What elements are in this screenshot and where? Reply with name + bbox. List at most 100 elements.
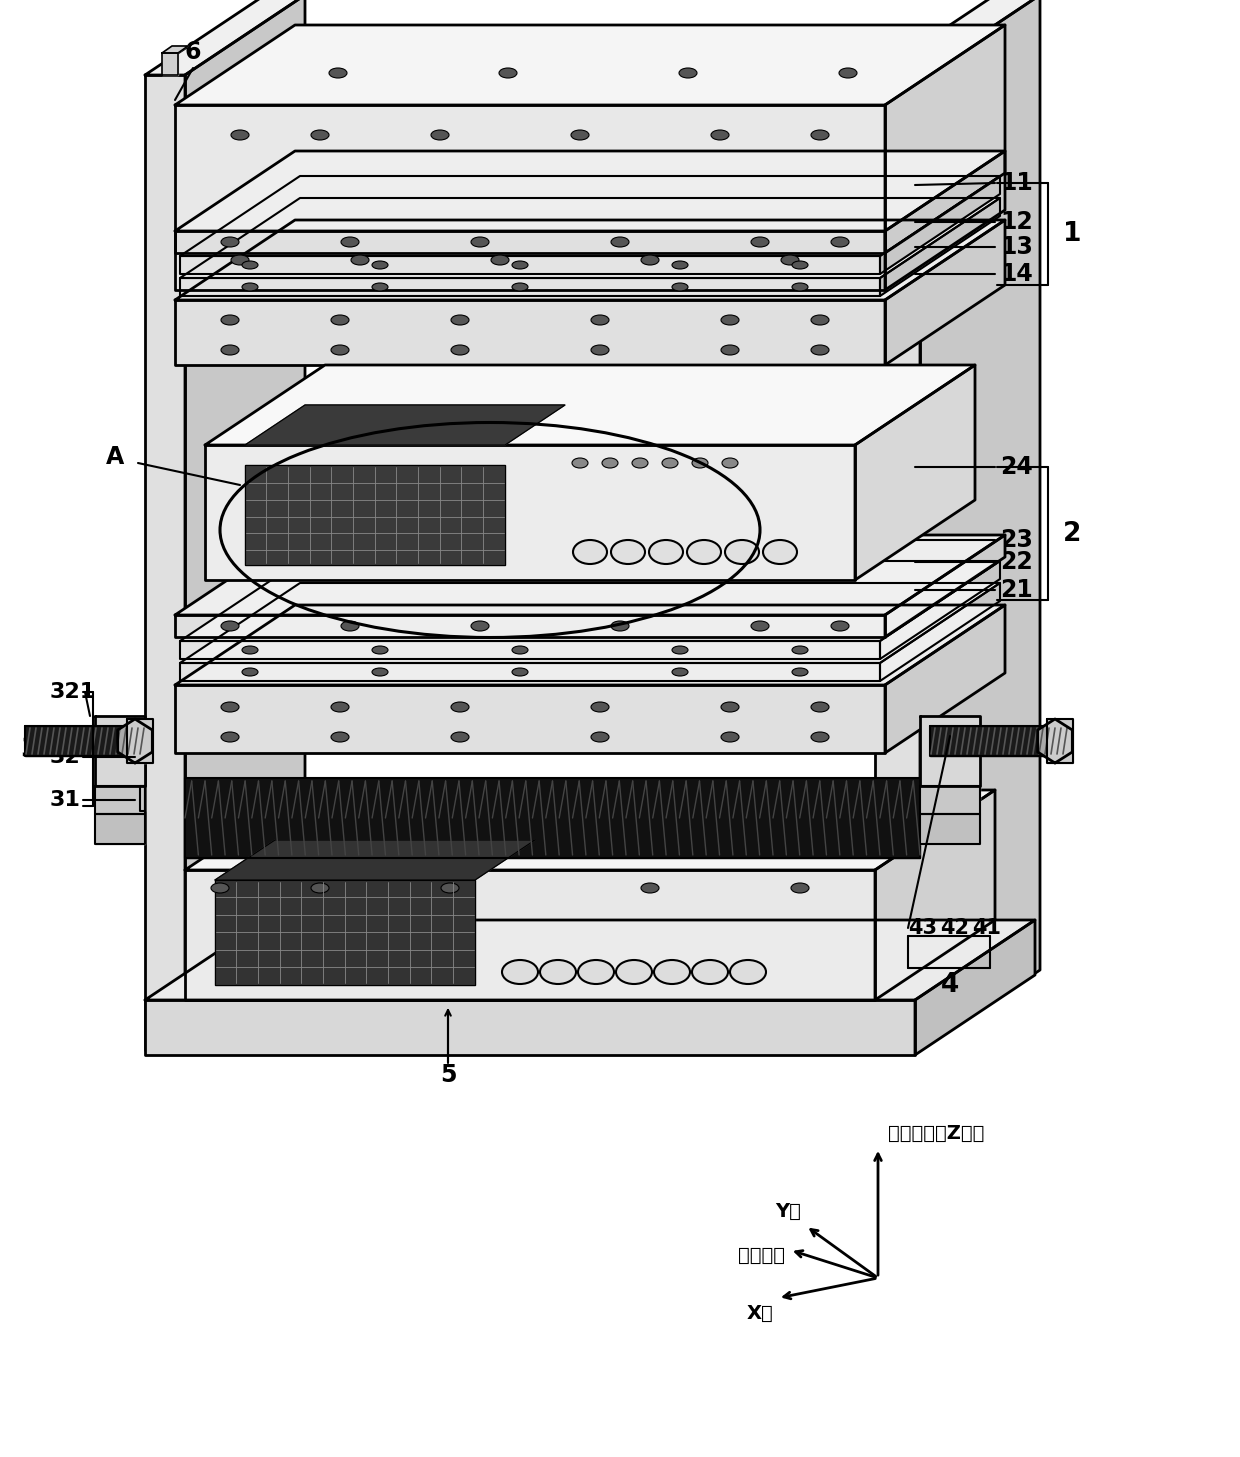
Ellipse shape (720, 702, 739, 712)
Text: 41: 41 (972, 918, 1001, 938)
Ellipse shape (611, 541, 645, 564)
Polygon shape (175, 685, 885, 753)
Text: 第二方向: 第二方向 (738, 1246, 785, 1265)
Ellipse shape (831, 237, 849, 248)
Polygon shape (145, 1000, 915, 1055)
Ellipse shape (471, 621, 489, 631)
Text: 第一方向（Z向）: 第一方向（Z向） (888, 1123, 985, 1142)
Ellipse shape (662, 457, 678, 468)
Ellipse shape (573, 541, 608, 564)
Polygon shape (145, 74, 185, 1050)
Text: 4: 4 (941, 972, 959, 998)
Ellipse shape (792, 667, 808, 676)
Ellipse shape (502, 960, 538, 983)
Ellipse shape (451, 315, 469, 325)
Ellipse shape (591, 731, 609, 742)
Ellipse shape (641, 255, 658, 265)
Text: 23: 23 (999, 527, 1033, 552)
Ellipse shape (792, 645, 808, 654)
Ellipse shape (231, 130, 249, 140)
Ellipse shape (221, 621, 239, 631)
Ellipse shape (331, 345, 348, 356)
Text: 22: 22 (999, 549, 1033, 574)
Text: 43: 43 (908, 918, 937, 938)
Polygon shape (180, 176, 999, 256)
Ellipse shape (649, 541, 683, 564)
Ellipse shape (221, 315, 239, 325)
Ellipse shape (512, 283, 528, 291)
Polygon shape (162, 47, 188, 52)
Polygon shape (185, 790, 994, 870)
Ellipse shape (578, 960, 614, 983)
Ellipse shape (231, 255, 249, 265)
Polygon shape (185, 0, 305, 1050)
Polygon shape (880, 561, 999, 659)
Polygon shape (875, 74, 920, 1050)
Ellipse shape (839, 68, 857, 79)
Ellipse shape (351, 255, 370, 265)
Polygon shape (885, 152, 1004, 254)
Text: 12: 12 (999, 210, 1033, 235)
Polygon shape (180, 278, 880, 296)
Ellipse shape (242, 667, 258, 676)
Ellipse shape (792, 283, 808, 291)
Polygon shape (175, 535, 1004, 615)
Ellipse shape (491, 255, 508, 265)
Polygon shape (175, 605, 1004, 685)
Ellipse shape (641, 883, 658, 893)
Ellipse shape (720, 315, 739, 325)
Ellipse shape (616, 960, 652, 983)
Polygon shape (930, 726, 1070, 756)
Polygon shape (215, 841, 534, 880)
Ellipse shape (763, 541, 797, 564)
Polygon shape (1038, 718, 1073, 763)
Text: 14: 14 (999, 262, 1033, 286)
Ellipse shape (811, 315, 830, 325)
Polygon shape (95, 814, 145, 844)
Ellipse shape (831, 621, 849, 631)
Text: 24: 24 (999, 455, 1033, 479)
Polygon shape (95, 785, 145, 814)
Polygon shape (215, 880, 475, 985)
Polygon shape (885, 535, 1004, 637)
Polygon shape (246, 405, 565, 444)
Polygon shape (118, 718, 153, 763)
Polygon shape (185, 778, 920, 858)
Ellipse shape (512, 261, 528, 270)
Ellipse shape (720, 731, 739, 742)
Ellipse shape (680, 68, 697, 79)
Ellipse shape (725, 541, 759, 564)
Polygon shape (175, 615, 885, 637)
Ellipse shape (570, 130, 589, 140)
Polygon shape (145, 919, 1035, 1000)
Text: 21: 21 (999, 578, 1033, 602)
Ellipse shape (451, 702, 469, 712)
Text: 5: 5 (440, 1064, 456, 1087)
Ellipse shape (672, 667, 688, 676)
Text: 321: 321 (50, 682, 97, 702)
Polygon shape (25, 726, 145, 756)
Ellipse shape (211, 883, 229, 893)
Text: 32: 32 (50, 747, 81, 766)
Ellipse shape (329, 68, 347, 79)
Ellipse shape (221, 731, 239, 742)
Ellipse shape (372, 645, 388, 654)
Ellipse shape (601, 457, 618, 468)
Ellipse shape (221, 237, 239, 248)
Ellipse shape (672, 261, 688, 270)
Polygon shape (126, 718, 153, 763)
Polygon shape (915, 919, 1035, 1055)
Ellipse shape (451, 345, 469, 356)
Ellipse shape (632, 457, 649, 468)
Ellipse shape (791, 883, 808, 893)
Polygon shape (175, 152, 1004, 232)
Ellipse shape (591, 345, 609, 356)
Polygon shape (180, 256, 880, 274)
Polygon shape (175, 105, 885, 290)
Ellipse shape (311, 883, 329, 893)
Ellipse shape (811, 345, 830, 356)
Ellipse shape (751, 621, 769, 631)
Text: 6: 6 (185, 39, 201, 64)
Ellipse shape (441, 883, 459, 893)
Ellipse shape (811, 130, 830, 140)
